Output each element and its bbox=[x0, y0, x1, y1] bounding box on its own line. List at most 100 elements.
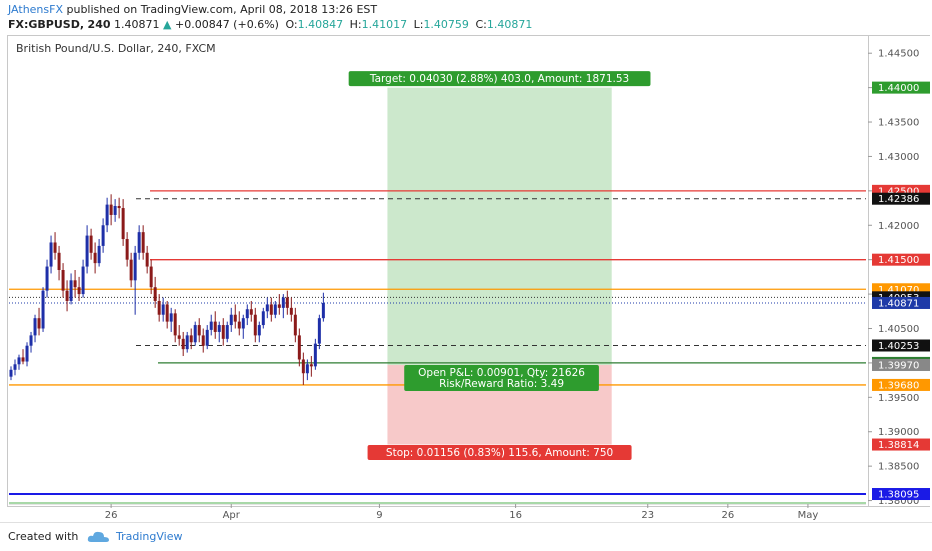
y-tick-label-11: 1.39000 bbox=[878, 427, 919, 438]
candle-body-41 bbox=[173, 313, 177, 336]
stop-label-bg bbox=[367, 445, 632, 461]
level-badge-1-text: 1.42386 bbox=[878, 194, 919, 205]
chart-canvas[interactable]: Target: 0.04030 (2.88%) 403.0, Amount: 1… bbox=[0, 0, 932, 522]
candle-body-38 bbox=[161, 304, 165, 315]
candle-body-74 bbox=[305, 364, 309, 374]
candle-body-35 bbox=[149, 266, 153, 288]
level-badge-5-text: 1.40871 bbox=[878, 298, 919, 309]
pnl-label-text-1: Risk/Reward Ratio: 3.49 bbox=[439, 378, 564, 390]
level-badge-9-bg bbox=[872, 378, 930, 391]
candle-body-49 bbox=[205, 329, 209, 346]
candle-body-11 bbox=[53, 242, 57, 253]
y-tick-label-0: 1.44500 bbox=[878, 49, 919, 60]
candle-body-55 bbox=[229, 314, 233, 326]
level-badge-11-text: 1.38095 bbox=[878, 490, 919, 501]
candle-body-15 bbox=[69, 280, 73, 301]
candle-body-22 bbox=[97, 245, 101, 264]
candle-body-53 bbox=[221, 325, 225, 339]
open-value: 1.40847 bbox=[297, 18, 344, 31]
candle-body-12 bbox=[57, 252, 61, 270]
candle-body-1 bbox=[13, 364, 17, 370]
level-badge-8-bg bbox=[872, 358, 930, 371]
candle-body-75 bbox=[309, 364, 313, 367]
candle-body-33 bbox=[141, 232, 145, 253]
level-badge-5-bg bbox=[872, 296, 930, 309]
published-text: published on TradingView.com, April 08, … bbox=[66, 3, 378, 16]
candle-body-57 bbox=[237, 321, 241, 329]
candle-body-66 bbox=[273, 304, 277, 315]
up-arrow-icon: ▲ bbox=[163, 18, 172, 31]
footer-bar: Created with TradingView bbox=[0, 522, 932, 551]
pnl-label-bg bbox=[404, 364, 599, 391]
candle-body-68 bbox=[281, 297, 285, 308]
candle-body-44 bbox=[185, 335, 189, 350]
candle-body-47 bbox=[197, 325, 201, 336]
close-label: C: bbox=[475, 18, 487, 31]
level-badge-6-text: 1.40253 bbox=[878, 341, 919, 352]
tradingview-brand-link[interactable]: TradingView bbox=[116, 530, 183, 543]
candle-body-61 bbox=[253, 314, 257, 336]
high-label: H: bbox=[349, 18, 362, 31]
y-tick-label-3: 1.43000 bbox=[878, 152, 919, 163]
candle-body-5 bbox=[29, 335, 33, 346]
candle-body-16 bbox=[73, 280, 77, 288]
candle-body-46 bbox=[193, 325, 197, 343]
candle-body-20 bbox=[89, 235, 93, 253]
close-value: 1.40871 bbox=[486, 18, 533, 31]
candle-body-73 bbox=[301, 359, 305, 374]
candle-body-34 bbox=[145, 252, 149, 267]
candle-body-60 bbox=[249, 309, 253, 315]
candle-body-70 bbox=[289, 307, 293, 315]
level-badge-0-text: 1.42500 bbox=[878, 186, 919, 197]
created-with-text: Created with bbox=[8, 530, 79, 543]
x-tick-label-0: 26 bbox=[105, 510, 118, 521]
y-tick-label-5: 1.42000 bbox=[878, 221, 919, 232]
level-badge-8-text: 1.39970 bbox=[878, 360, 919, 371]
symbol-label: FX:GBPUSD, bbox=[8, 18, 85, 31]
candle-body-39 bbox=[165, 304, 169, 322]
target-label-bg bbox=[348, 71, 651, 87]
high-value: 1.41017 bbox=[361, 18, 408, 31]
candle-body-21 bbox=[93, 252, 97, 264]
y-tick-label-8: 1.40500 bbox=[878, 324, 919, 335]
chart-title: British Pound/U.S. Dollar, 240, FXCM bbox=[16, 42, 216, 55]
candle-body-40 bbox=[169, 313, 173, 322]
candle-body-2 bbox=[17, 357, 21, 365]
level-badge-11-bg bbox=[872, 488, 930, 501]
candle-body-25 bbox=[109, 204, 113, 215]
candle-body-77 bbox=[317, 318, 321, 344]
candle-body-42 bbox=[177, 335, 181, 339]
candle-body-78 bbox=[321, 303, 325, 319]
candle-body-71 bbox=[293, 314, 297, 336]
candle-body-6 bbox=[33, 318, 37, 336]
candle-body-43 bbox=[181, 338, 185, 350]
stop-label-text-0: Stop: 0.01156 (0.83%) 115.6, Amount: 750 bbox=[386, 447, 613, 459]
candle-body-17 bbox=[77, 287, 81, 295]
candle-body-28 bbox=[121, 208, 125, 240]
x-tick-label-6: May bbox=[798, 510, 819, 521]
candle-body-32 bbox=[137, 232, 141, 253]
candle-body-62 bbox=[257, 325, 261, 336]
x-tick-label-1: Apr bbox=[223, 510, 241, 521]
candle-body-30 bbox=[129, 259, 133, 281]
candle-body-19 bbox=[85, 235, 89, 267]
candle-body-27 bbox=[117, 205, 121, 209]
price-axis[interactable] bbox=[868, 35, 930, 507]
candle-body-54 bbox=[225, 325, 229, 339]
candle-body-63 bbox=[261, 311, 265, 326]
candle-body-45 bbox=[189, 335, 193, 343]
author-link[interactable]: JAthensFX bbox=[8, 3, 63, 16]
x-tick-label-3: 16 bbox=[509, 510, 522, 521]
candle-body-24 bbox=[105, 204, 109, 226]
price-change: +0.00847 (+0.6%) bbox=[174, 18, 279, 31]
candle-body-8 bbox=[41, 290, 45, 329]
tradingview-cloud-icon bbox=[87, 531, 109, 542]
ohlc-line: FX:GBPUSD, 240 1.40871 ▲ +0.00847 (+0.6%… bbox=[8, 18, 532, 31]
axis-badge-0-bg bbox=[872, 81, 930, 94]
candle-body-23 bbox=[101, 225, 105, 246]
candle-body-10 bbox=[49, 242, 53, 267]
candle-body-13 bbox=[61, 270, 65, 291]
x-tick-label-4: 23 bbox=[641, 510, 654, 521]
candle-body-50 bbox=[209, 321, 213, 330]
candle-body-59 bbox=[245, 309, 249, 319]
